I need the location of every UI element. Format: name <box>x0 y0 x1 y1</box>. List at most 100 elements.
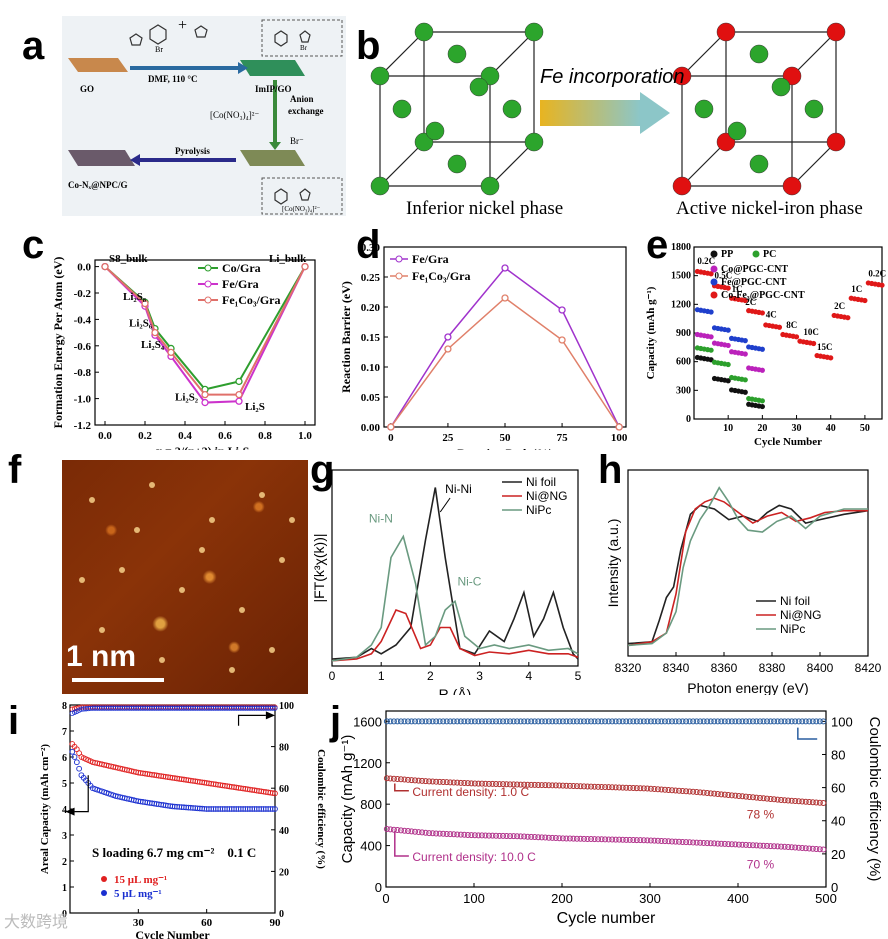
svg-text:exchange: exchange <box>288 106 324 116</box>
data-point <box>757 794 763 801</box>
y-tick-label: 3 <box>62 831 67 842</box>
data-point <box>792 718 799 725</box>
stem-image: 1 nm <box>62 460 308 694</box>
data-point <box>517 781 524 788</box>
data-point <box>697 718 704 725</box>
data-point <box>795 718 802 725</box>
data-point <box>493 718 499 725</box>
data-point <box>559 835 566 842</box>
data-point <box>383 718 390 725</box>
data-point <box>793 334 800 340</box>
data-point <box>602 718 609 725</box>
data-point <box>725 841 732 848</box>
data-point <box>503 781 510 788</box>
data-point <box>718 840 725 847</box>
imip-sheet <box>240 60 305 76</box>
legend-label: NiPc <box>780 622 805 636</box>
svg-text:DMF, 110 °C: DMF, 110 °C <box>148 74 198 84</box>
data-point <box>746 842 753 849</box>
data-point <box>862 297 868 304</box>
y-tick-label: -1.2 <box>74 420 92 432</box>
data-point <box>573 835 580 842</box>
data-point <box>440 779 447 786</box>
legend-label: PP <box>721 249 733 260</box>
anion-sheet <box>240 150 305 166</box>
data-point <box>482 832 489 839</box>
x-tick-label: 75 <box>557 432 569 444</box>
data-point <box>521 781 528 788</box>
data-point <box>739 793 746 800</box>
cube-edge <box>681 31 727 77</box>
data-point <box>598 718 605 725</box>
data-point <box>759 346 765 352</box>
y-tick-label: 0.05 <box>361 392 381 404</box>
data-point <box>598 783 605 790</box>
capacity-point <box>71 754 78 760</box>
data-point <box>573 783 580 790</box>
y2-tick-label: 40 <box>279 826 289 837</box>
data-point <box>633 837 640 844</box>
x-axis-label: x = 2/(n+2) in Li₂Sₙ <box>156 444 254 450</box>
data-point <box>549 782 556 789</box>
data-point <box>615 423 623 431</box>
legend-marker <box>710 278 718 286</box>
data-point <box>595 718 602 725</box>
data-point <box>545 834 552 841</box>
scheme-a: + Br DMF, 110 °C GO ImIP/GO Anion exchan… <box>62 16 346 216</box>
data-point <box>640 837 647 844</box>
data-point <box>397 718 404 725</box>
nickel-atom <box>425 121 445 141</box>
point-label: Li₂S₂ <box>175 392 199 404</box>
data-point <box>771 843 778 850</box>
y-tick-label: 900 <box>676 328 691 339</box>
rate-label: 2C <box>745 297 756 307</box>
point-label: Li_bulk <box>269 253 307 265</box>
data-point <box>820 718 827 725</box>
data-point <box>475 718 482 725</box>
data-point <box>802 798 809 805</box>
rate-label: 1C <box>732 284 743 294</box>
arrow-right-axis <box>237 714 266 726</box>
x-axis-label: Cycle number <box>557 910 656 927</box>
x-tick-label: 400 <box>727 891 749 906</box>
data-point <box>387 826 394 833</box>
legend-label: Ni foil <box>780 594 810 608</box>
data-point <box>658 718 665 725</box>
svg-text:Br: Br <box>155 45 163 54</box>
data-point <box>795 798 802 805</box>
cube-edge <box>379 31 425 77</box>
data-point <box>101 262 109 271</box>
data-point <box>686 839 693 846</box>
data-point <box>767 795 774 802</box>
single-atom-spot <box>99 627 105 633</box>
data-point <box>471 832 478 839</box>
data-point <box>444 333 452 341</box>
data-point <box>665 718 672 725</box>
data-point <box>394 718 401 725</box>
x-tick-label: 2 <box>427 669 434 683</box>
data-point <box>809 845 816 852</box>
data-point <box>538 782 545 789</box>
panel-j: j 0 100 200 300 400 500 0 400 800 1200 1600 0 20 40 60… <box>330 695 888 939</box>
data-point <box>415 718 422 725</box>
data-point <box>397 776 404 783</box>
data-point <box>612 836 619 843</box>
y-axis-label: Areal Capacity (mAh cm⁻²) <box>39 744 51 875</box>
legend-label: Co₇Fe₃@PGC-CNT <box>721 290 805 301</box>
x-tick-label: 0.6 <box>218 430 232 442</box>
data-point <box>422 829 429 836</box>
single-atom-spot <box>199 547 205 553</box>
data-point <box>535 718 542 725</box>
data-point <box>422 718 429 725</box>
data-point <box>732 718 739 725</box>
y-tick-label: -0.2 <box>74 288 92 300</box>
data-point <box>806 845 813 852</box>
y2-tick-label: 100 <box>831 714 853 729</box>
series-line <box>104 265 306 404</box>
point-label: Li₂S₆ <box>129 318 153 330</box>
data-point <box>813 846 820 853</box>
x-tick-label: 30 <box>133 917 145 929</box>
y-axis-label: |FT(k³χ(k))| <box>311 533 327 602</box>
data-point <box>799 718 806 725</box>
data-point <box>742 377 748 383</box>
